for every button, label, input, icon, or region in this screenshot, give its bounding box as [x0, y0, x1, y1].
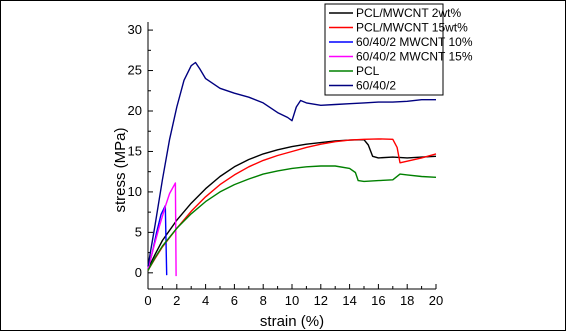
x-axis-title: strain (%): [260, 313, 324, 330]
y-axis-title: stress (MPa): [112, 127, 129, 212]
series-line-pcl: [147, 165, 437, 271]
x-tick-label: 14: [342, 293, 356, 308]
series-line-60-40-2-mwcnt-15: [147, 182, 177, 277]
x-tick-label: 18: [400, 293, 414, 308]
x-tick-label: 0: [144, 293, 151, 308]
y-tick-label: 5: [135, 224, 142, 239]
legend: PCL/MWCNT 2wt%PCL/MWCNT 15wt%60/40/2 MWC…: [324, 3, 473, 96]
y-tick-label: 0: [135, 265, 142, 280]
series-line-pcl-mwcnt-15wt: [147, 138, 437, 271]
series-line-60-40-2: [147, 61, 436, 267]
x-tick-label: 10: [285, 293, 299, 308]
legend-label: PCL/MWCNT 2wt%: [356, 6, 461, 20]
axes: 0 5 10 15 20 25 30 0 2 4 6 8 10 12 14 16 18 20: [128, 22, 443, 308]
x-tick-label: 4: [202, 293, 209, 308]
x-tick-label: 8: [260, 293, 267, 308]
legend-label: 60/40/2 MWCNT 10%: [356, 35, 473, 49]
legend-label: PCL/MWCNT 15wt%: [356, 21, 468, 35]
y-tick-label: 15: [128, 143, 142, 158]
series-layer: [147, 61, 437, 277]
x-tick-label: 20: [429, 293, 443, 308]
y-tick-label: 25: [128, 63, 142, 78]
y-tick-label: 10: [128, 184, 142, 199]
x-tick-label: 2: [173, 293, 180, 308]
y-tick-label: 30: [128, 22, 142, 37]
legend-box: [324, 3, 444, 96]
legend-label: 60/40/2 MWCNT 15%: [356, 50, 473, 64]
x-tick-label: 12: [314, 293, 328, 308]
legend-label: 60/40/2: [356, 79, 396, 93]
x-tick-label: 16: [371, 293, 385, 308]
series-line-pcl-mwcnt-2wt: [147, 139, 437, 270]
x-tick-label: 6: [231, 293, 238, 308]
legend-label: PCL: [356, 64, 380, 78]
y-tick-label: 20: [128, 103, 142, 118]
